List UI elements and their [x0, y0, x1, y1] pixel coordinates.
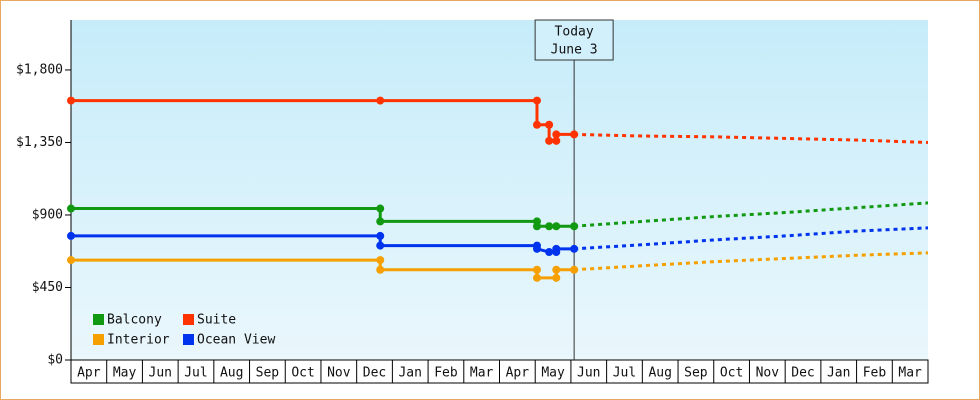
point — [570, 265, 579, 274]
point — [570, 130, 579, 139]
point — [570, 222, 579, 231]
legend-swatch — [93, 334, 104, 345]
x-tick-label: Jul — [613, 366, 636, 381]
point — [532, 120, 541, 129]
point — [532, 96, 541, 105]
legend-label: Ocean View — [197, 333, 275, 348]
legend-swatch — [183, 314, 194, 325]
x-tick-label: Jan — [827, 366, 850, 381]
point — [570, 244, 579, 253]
y-tick-label: $450 — [32, 280, 63, 295]
x-tick-label: Nov — [327, 366, 351, 381]
x-tick-label: Sep — [256, 366, 280, 381]
point — [532, 273, 541, 282]
forecast-line — [574, 251, 929, 272]
x-tick-label: Feb — [863, 366, 887, 381]
y-tick-label: $0 — [47, 353, 63, 368]
today-box — [534, 19, 614, 61]
point — [532, 265, 541, 274]
legend-label: Interior — [107, 333, 170, 348]
today-label: June 3 — [551, 43, 598, 58]
x-tick-label: Sep — [684, 366, 708, 381]
x-tick-label: Feb — [434, 366, 458, 381]
x-tick-label: Oct — [291, 366, 314, 381]
point — [376, 265, 385, 274]
point — [552, 136, 561, 145]
point — [552, 244, 561, 253]
point — [67, 231, 75, 240]
point — [552, 130, 561, 139]
legend-swatch — [183, 334, 194, 345]
point — [545, 120, 554, 129]
x-tick-label: Dec — [791, 366, 814, 381]
x-tick-label: Aug — [648, 366, 671, 381]
point — [376, 204, 385, 213]
point — [532, 244, 541, 253]
x-tick-label: Mar — [470, 366, 494, 381]
point — [552, 265, 561, 274]
point — [552, 273, 561, 282]
legend-label: Suite — [197, 313, 236, 328]
forecast-line — [574, 226, 929, 251]
plot-area — [71, 20, 928, 360]
x-tick-label: Jan — [398, 366, 421, 381]
x-tick-label: Jun — [577, 366, 600, 381]
x-tick-label: Dec — [363, 366, 386, 381]
y-tick-label: $1,800 — [16, 62, 63, 77]
x-tick-label: Mar — [898, 366, 922, 381]
point — [376, 256, 385, 265]
point — [376, 217, 385, 226]
x-tick-label: May — [113, 366, 137, 381]
x-tick-label: Oct — [720, 366, 743, 381]
point — [545, 248, 554, 257]
y-tick-label: $1,350 — [16, 135, 63, 150]
point — [545, 136, 554, 145]
point — [376, 96, 385, 105]
x-tick-label: Apr — [77, 366, 101, 381]
point — [67, 204, 75, 213]
x-tick-label: Apr — [506, 366, 530, 381]
point — [552, 222, 561, 231]
legend-swatch — [93, 314, 104, 325]
x-tick-label: Jun — [149, 366, 172, 381]
x-tick-label: Nov — [756, 366, 780, 381]
legend-label: Balcony — [107, 313, 162, 328]
point — [532, 222, 541, 231]
point — [67, 96, 75, 105]
x-tick-label: Aug — [220, 366, 243, 381]
x-tick-label: May — [541, 366, 565, 381]
point — [545, 222, 554, 231]
point — [67, 256, 75, 265]
y-tick-label: $900 — [32, 207, 63, 222]
x-tick-label: Jul — [184, 366, 207, 381]
forecast-line — [574, 132, 929, 144]
point — [376, 231, 385, 240]
today-label: Today — [555, 25, 594, 40]
point — [376, 241, 385, 250]
forecast-line — [574, 201, 929, 228]
